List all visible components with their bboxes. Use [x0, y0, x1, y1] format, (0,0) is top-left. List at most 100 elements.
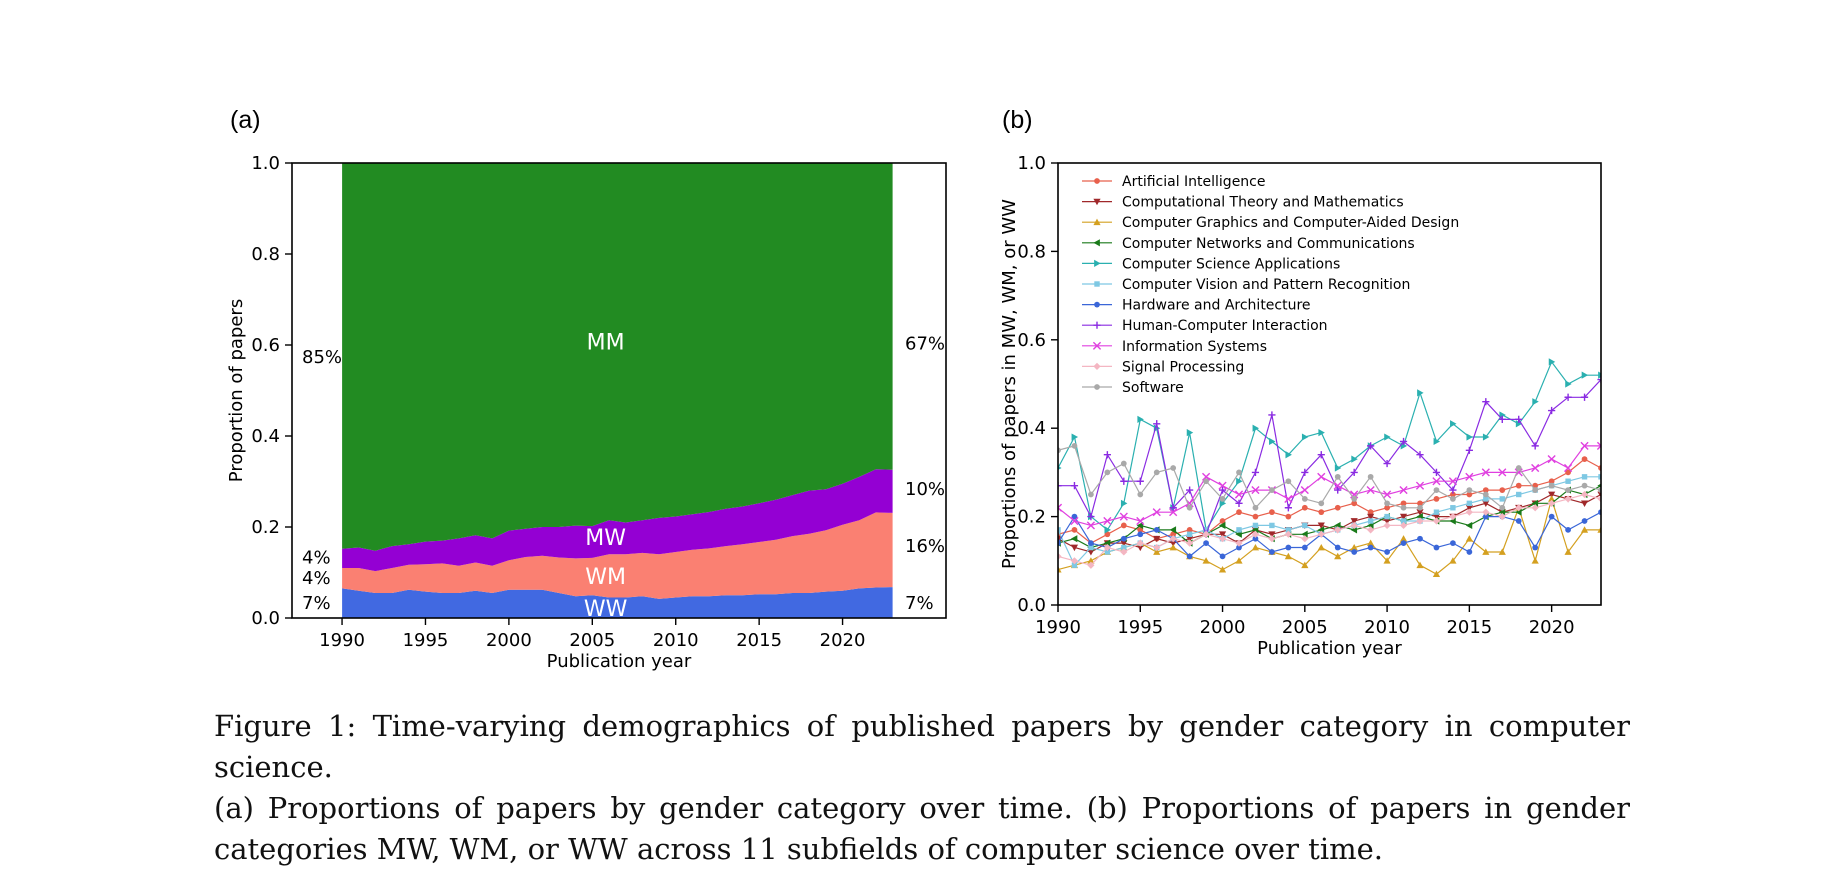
- caption-line-2: (a) Proportions of papers by gender cate…: [214, 791, 1630, 825]
- series-point-10: [1153, 469, 1160, 476]
- area-label-mw: MW: [585, 526, 626, 551]
- series-point-7: [1482, 398, 1490, 406]
- series-point-0: [1499, 487, 1506, 493]
- series-point-8: [1300, 485, 1309, 495]
- series-point-7: [1383, 459, 1391, 468]
- series-point-8: [1498, 468, 1507, 477]
- series-point-9: [1383, 521, 1391, 530]
- series-point-6: [1400, 540, 1407, 546]
- series-point-2: [1498, 548, 1506, 555]
- series-point-6: [1120, 535, 1127, 542]
- series-point-9: [1531, 504, 1539, 512]
- series-point-5: [1252, 522, 1259, 529]
- series-point-9: [1334, 526, 1342, 534]
- y-tick-label-b: 0.4: [1017, 418, 1046, 439]
- series-point-5: [1302, 522, 1308, 529]
- series-point-9: [1515, 504, 1523, 512]
- series-point-8: [1086, 521, 1096, 530]
- series-point-6: [1384, 549, 1390, 555]
- series-point-0: [1450, 491, 1456, 498]
- series-point-1: [1548, 491, 1556, 499]
- series-point-7: [1136, 477, 1144, 485]
- series-point-5: [1433, 509, 1440, 515]
- series-point-7: [1350, 468, 1358, 476]
- series-point-10: [1137, 491, 1144, 498]
- series-point-5: [1400, 518, 1407, 524]
- legend-marker: [1094, 259, 1101, 267]
- series-point-1: [1465, 504, 1473, 512]
- series-point-9: [1103, 543, 1111, 552]
- series-point-8: [1119, 512, 1128, 521]
- series-point-7: [1498, 415, 1506, 423]
- series-point-8: [1058, 503, 1063, 512]
- series-point-7: [1317, 451, 1325, 459]
- area-ww: [342, 587, 893, 618]
- series-point-3: [1103, 539, 1111, 547]
- series-point-7: [1087, 513, 1095, 521]
- series-point-7: [1120, 477, 1128, 485]
- series-point-10: [1318, 500, 1325, 507]
- series-point-10: [1252, 504, 1259, 511]
- y-tick-label-b: 0.8: [1017, 241, 1046, 262]
- series-point-8: [1432, 477, 1441, 486]
- series-point-5: [1384, 513, 1390, 520]
- series-point-3: [1515, 508, 1522, 516]
- y-tick-label-a: 1.0: [251, 153, 280, 174]
- series-point-6: [1433, 544, 1440, 551]
- right-share-label: 10%: [905, 479, 945, 500]
- series-point-8: [1415, 481, 1425, 490]
- series-point-7: [1268, 411, 1276, 419]
- area-mw: [342, 469, 893, 572]
- series-point-10: [1565, 487, 1571, 493]
- series-point-2: [1251, 543, 1260, 551]
- series-point-9: [1153, 543, 1161, 552]
- series-point-1: [1432, 513, 1441, 521]
- series-point-6: [1071, 513, 1078, 520]
- x-tick-label-b: 1990: [1035, 617, 1081, 638]
- series-point-6: [1334, 544, 1341, 551]
- series-point-2: [1432, 570, 1441, 577]
- series-point-0: [1334, 504, 1341, 511]
- series-point-2: [1367, 539, 1375, 546]
- series-point-0: [1170, 531, 1177, 538]
- series-point-6: [1219, 553, 1226, 560]
- series-point-4: [1120, 499, 1128, 507]
- series-point-1: [1136, 544, 1144, 552]
- series-point-4: [1219, 499, 1227, 507]
- legend-entry-label: Computer Networks and Communications: [1122, 236, 1415, 252]
- series-point-1: [1580, 500, 1589, 507]
- caption-line-1: Figure 1: Time-varying demographics of p…: [214, 709, 1630, 784]
- series-point-1: [1218, 531, 1227, 538]
- series-point-9: [1350, 521, 1358, 530]
- series-point-9: [1548, 499, 1556, 507]
- series-point-3: [1449, 517, 1456, 525]
- series-point-4: [1186, 429, 1194, 437]
- series-point-9: [1202, 530, 1210, 538]
- series-point-10: [1203, 478, 1209, 485]
- series-point-8: [1333, 481, 1342, 490]
- series-point-0: [1252, 513, 1259, 520]
- series-point-5: [1499, 496, 1505, 502]
- series-point-8: [1382, 490, 1392, 499]
- series-point-7: [1597, 375, 1601, 384]
- series-point-9: [1251, 530, 1260, 538]
- series-point-5: [1186, 531, 1193, 537]
- series-point-8: [1201, 472, 1211, 481]
- series-point-5: [1203, 527, 1209, 533]
- legend-entry-label: Human-Computer Interaction: [1122, 318, 1328, 334]
- series-point-4: [1137, 415, 1144, 423]
- series-point-8: [1531, 463, 1540, 473]
- series-point-7: [1449, 486, 1457, 494]
- series-point-7: [1432, 468, 1441, 476]
- series-point-2: [1169, 543, 1177, 551]
- series-point-0: [1548, 478, 1555, 485]
- series-point-7: [1580, 393, 1589, 401]
- legend-marker: [1094, 301, 1100, 308]
- series-point-5: [1565, 478, 1571, 484]
- legend-marker: [1093, 362, 1101, 370]
- series-point-8: [1234, 490, 1244, 499]
- series-point-9: [1465, 508, 1473, 516]
- series-point-9: [1449, 513, 1457, 521]
- series-point-9: [1186, 539, 1194, 547]
- series-point-5: [1121, 544, 1127, 551]
